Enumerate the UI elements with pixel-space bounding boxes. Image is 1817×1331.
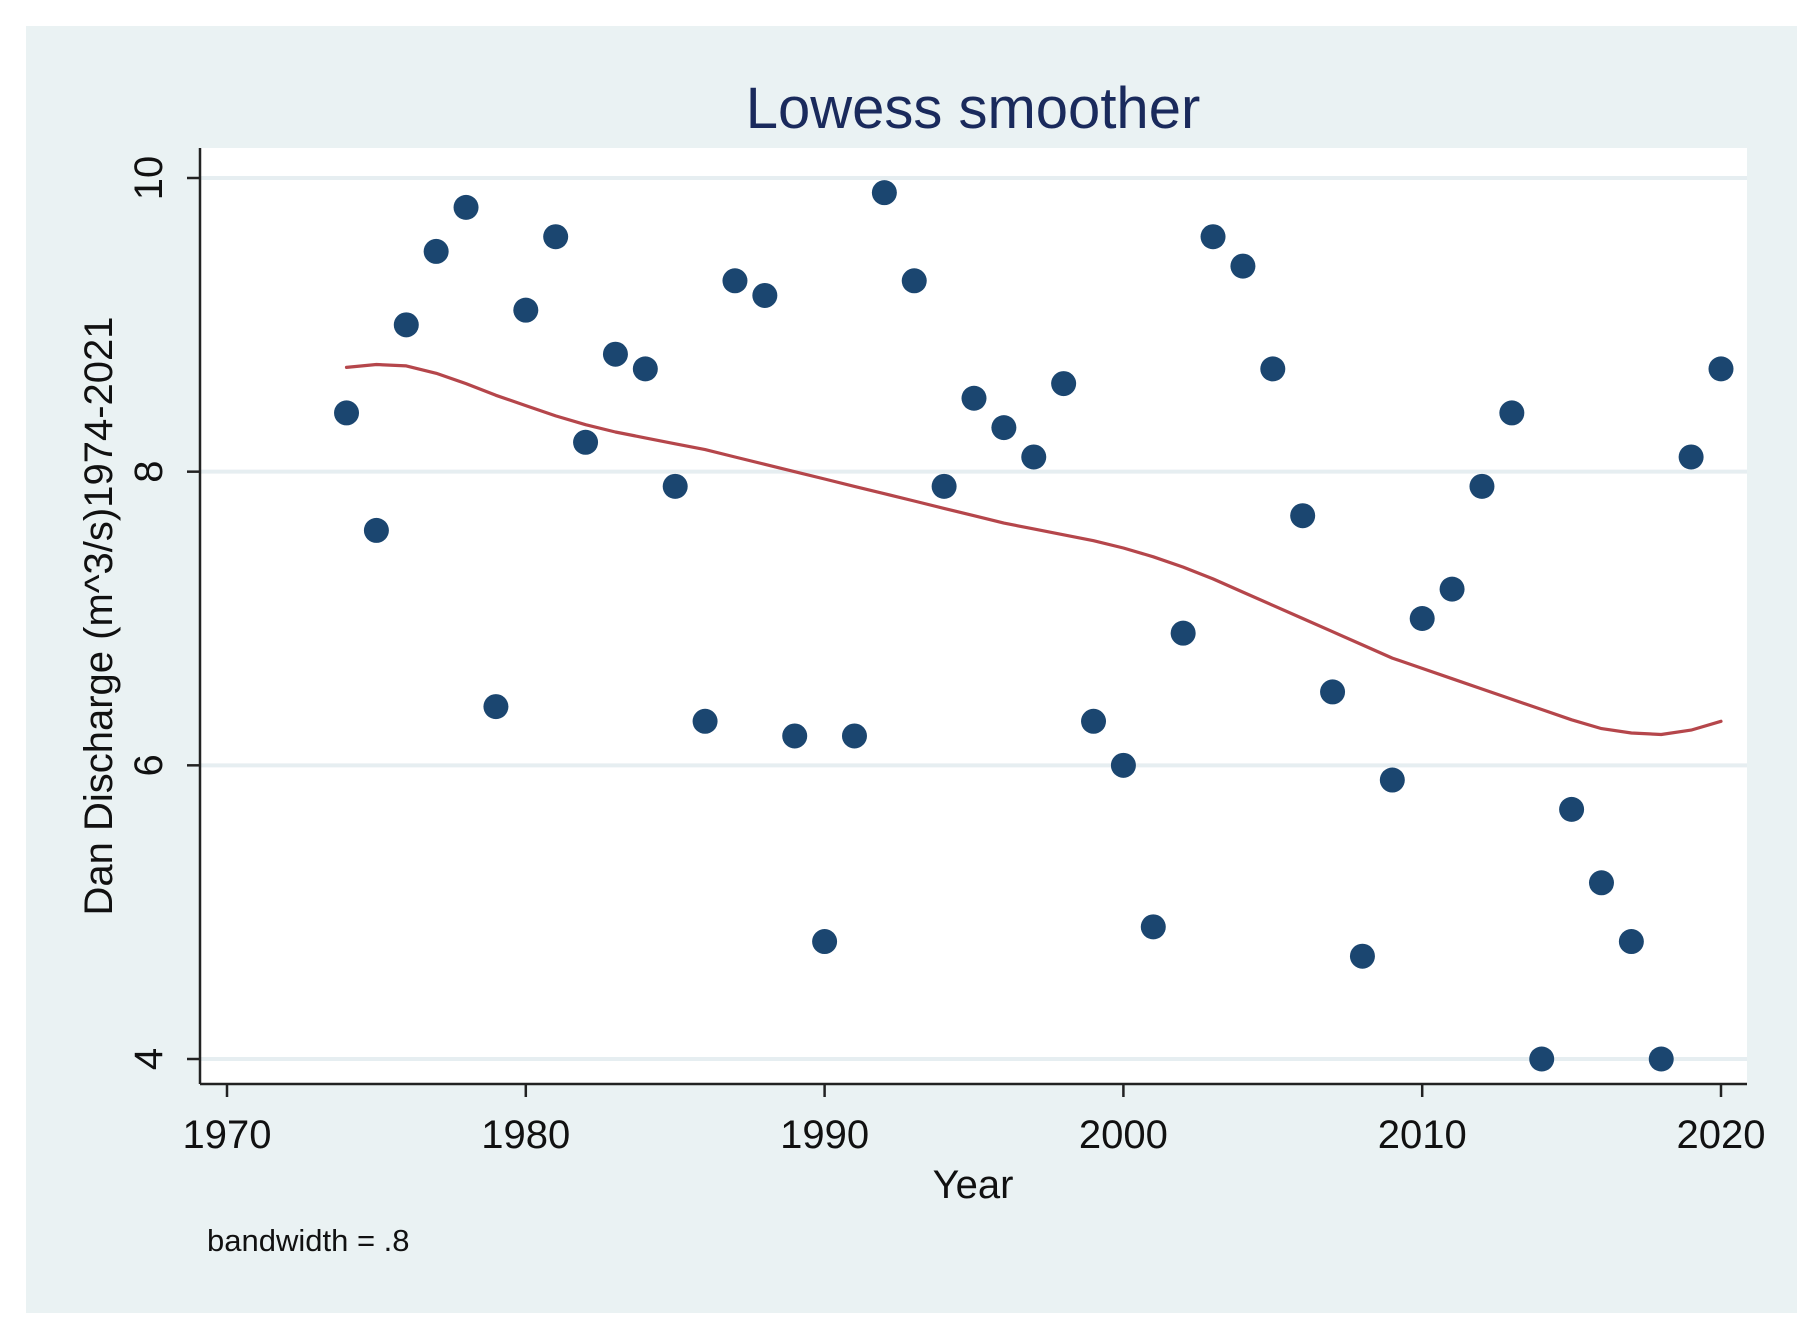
data-point xyxy=(1618,929,1644,955)
data-point xyxy=(423,238,449,264)
y-tick-label: 4 xyxy=(127,1048,171,1070)
data-point xyxy=(453,194,479,220)
scatter-markers xyxy=(334,180,1734,1072)
data-point xyxy=(1379,767,1405,793)
data-point xyxy=(1588,870,1614,896)
data-point xyxy=(901,268,927,294)
data-point xyxy=(961,385,987,411)
data-point xyxy=(1320,679,1346,705)
data-point xyxy=(1051,371,1077,397)
data-point xyxy=(1200,224,1226,250)
data-point xyxy=(692,708,718,734)
lowess-line xyxy=(344,362,1723,737)
data-point xyxy=(1170,620,1196,646)
data-point xyxy=(1529,1046,1555,1072)
data-point xyxy=(1290,503,1316,529)
data-point xyxy=(1260,356,1286,382)
data-point xyxy=(1021,444,1047,470)
data-point xyxy=(782,723,808,749)
x-tick-label: 1980 xyxy=(481,1113,570,1157)
axes: 1970 1980 1990 2000 2010 2020 4 6 8 10 xyxy=(127,148,1765,1157)
x-tick-label: 1970 xyxy=(183,1113,272,1157)
data-point xyxy=(841,723,867,749)
data-point xyxy=(1708,356,1734,382)
data-point xyxy=(1469,473,1495,499)
y-axis-label: Dan Discharge (m^3/s)1974-2021 xyxy=(77,316,121,915)
data-point xyxy=(393,312,419,338)
x-tick-label: 1990 xyxy=(780,1113,869,1157)
data-point xyxy=(363,517,389,543)
data-point xyxy=(1110,752,1136,778)
x-tick-label: 2010 xyxy=(1378,1113,1467,1157)
data-point xyxy=(931,473,957,499)
data-point xyxy=(1081,708,1107,734)
data-point xyxy=(1230,253,1256,279)
data-point xyxy=(1409,606,1435,631)
y-tick-label: 10 xyxy=(127,156,171,201)
y-tick-label: 6 xyxy=(127,754,171,776)
data-point xyxy=(513,297,539,323)
data-point xyxy=(483,694,509,720)
data-point xyxy=(543,224,569,250)
data-point xyxy=(1559,796,1585,822)
data-point xyxy=(1678,444,1704,470)
data-point xyxy=(632,356,658,382)
data-point xyxy=(1648,1046,1674,1072)
data-point xyxy=(1140,914,1166,940)
data-point xyxy=(1499,400,1525,426)
x-tick-label: 2000 xyxy=(1079,1113,1168,1157)
data-point xyxy=(662,473,688,499)
data-point xyxy=(752,282,778,308)
data-point xyxy=(722,268,748,294)
data-point xyxy=(871,180,897,206)
data-point xyxy=(991,415,1017,441)
lowess-layer xyxy=(344,362,1723,737)
data-point xyxy=(1439,576,1465,602)
data-point xyxy=(334,400,360,426)
data-point xyxy=(573,429,599,455)
gridlines xyxy=(200,176,1747,1061)
data-point xyxy=(812,929,838,955)
chart-title: Lowess smoother xyxy=(746,76,1201,141)
data-point xyxy=(602,341,628,367)
data-point xyxy=(1349,943,1375,969)
x-tick-label: 2020 xyxy=(1677,1113,1766,1157)
bandwidth-note: bandwidth = .8 xyxy=(207,1223,410,1258)
x-axis-label: Year xyxy=(933,1163,1014,1207)
y-tick-label: 8 xyxy=(127,461,171,483)
plot-area xyxy=(200,148,1747,1084)
